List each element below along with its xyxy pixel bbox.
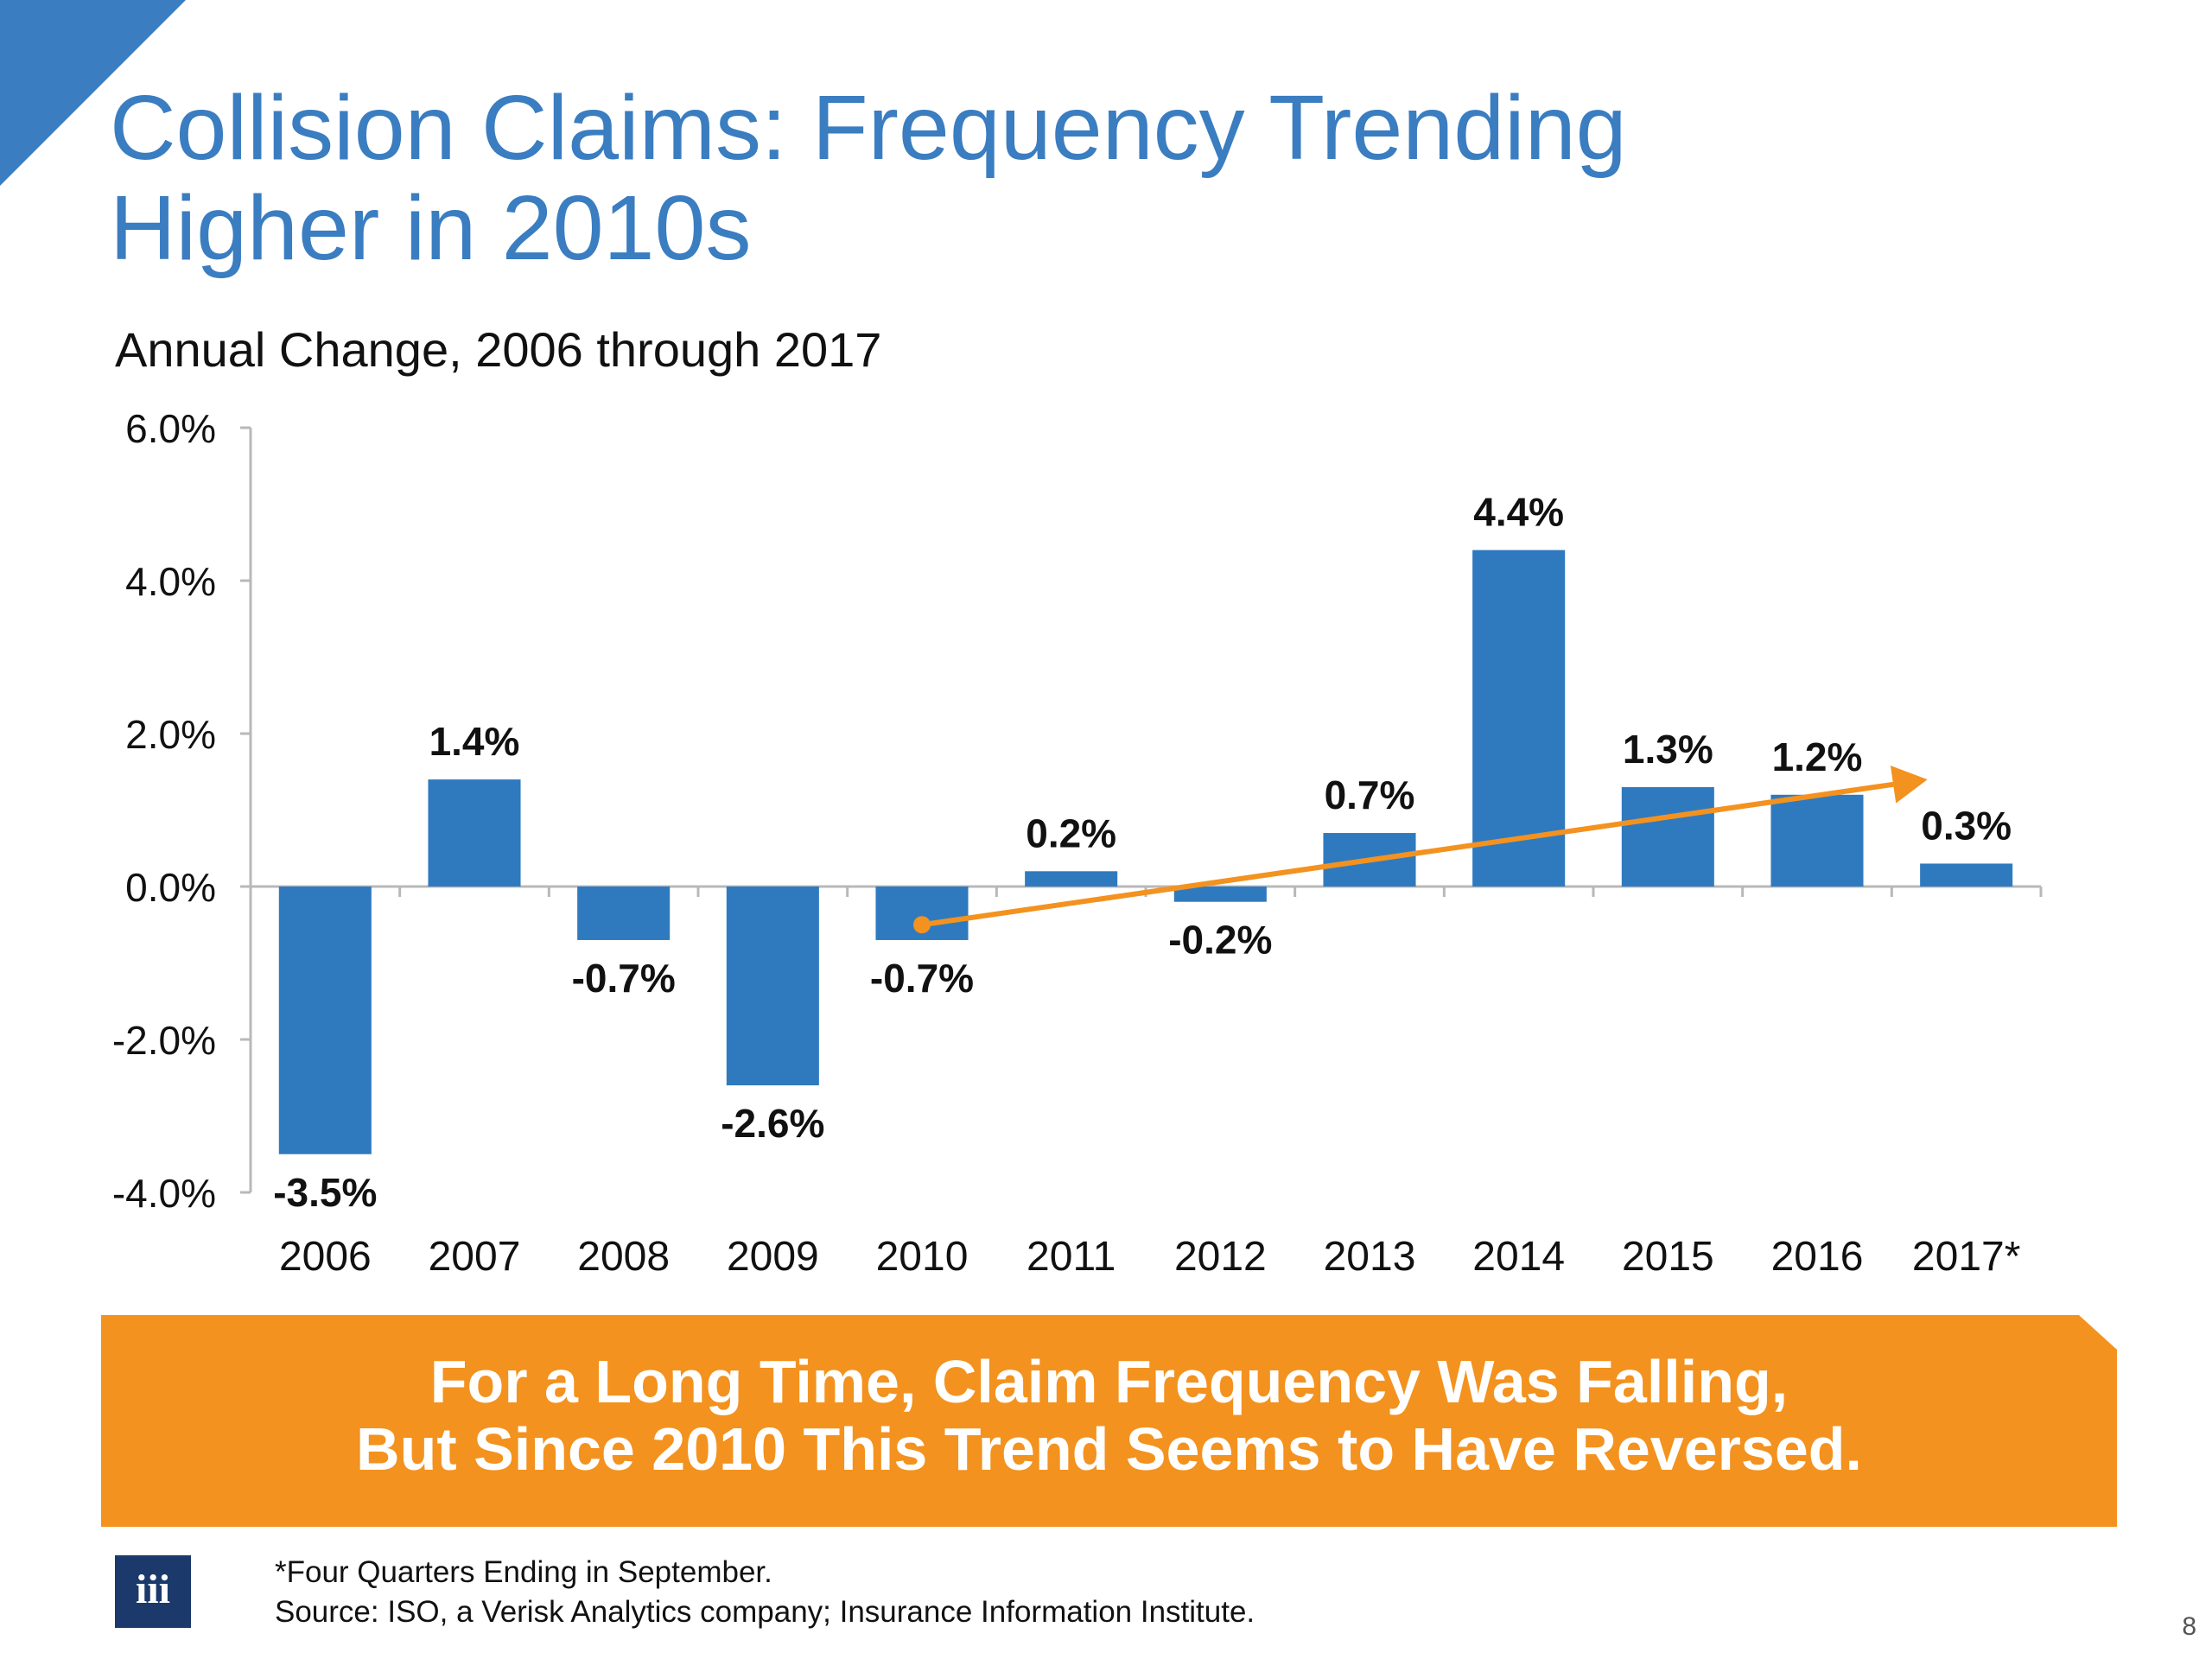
data-label: -0.7% xyxy=(572,956,676,1001)
x-tick-label: 2008 xyxy=(577,1234,670,1280)
chart-title: Annual Change, 2006 through 2017 xyxy=(115,322,882,377)
trend-arrow-line xyxy=(921,781,1894,928)
bar xyxy=(726,887,819,1086)
y-tick-label: 4.0% xyxy=(125,559,216,604)
bar xyxy=(1173,887,1267,902)
iii-logo: iii xyxy=(115,1555,191,1628)
footnote-text: *Four Quarters Ending in September. xyxy=(275,1555,772,1589)
callout-text: For a Long Time, Claim Frequency Was Fal… xyxy=(101,1348,2117,1483)
callout-banner xyxy=(101,1315,2117,1527)
x-tick-label: 2006 xyxy=(279,1234,372,1280)
data-label: 4.4% xyxy=(1473,490,1564,535)
x-tick-label: 2007 xyxy=(429,1234,521,1280)
bar xyxy=(1770,794,1864,887)
slide-title-line-2: Higher in 2010s xyxy=(110,177,752,279)
x-tick-label: 2017* xyxy=(1912,1234,2020,1280)
x-tick-label: 2013 xyxy=(1324,1234,1416,1280)
bar xyxy=(1920,863,2013,887)
logo-text: iii xyxy=(135,1567,170,1612)
data-label: -3.5% xyxy=(273,1170,377,1215)
y-tick-label: -4.0% xyxy=(112,1171,216,1216)
x-tick-label: 2010 xyxy=(876,1234,969,1280)
x-tick-label: 2009 xyxy=(727,1234,819,1280)
data-label: -0.2% xyxy=(1168,918,1272,963)
slide-title: Collision Claims: Frequency Trending Hig… xyxy=(110,78,2011,278)
data-label: 1.2% xyxy=(1772,734,1863,779)
data-label: 0.7% xyxy=(1325,772,1415,817)
source-text: Source: ISO, a Verisk Analytics company;… xyxy=(275,1595,1255,1629)
slide-title-line-1: Collision Claims: Frequency Trending xyxy=(110,77,1627,179)
data-label: -0.7% xyxy=(870,956,974,1001)
trend-arrow-start-dot xyxy=(913,916,931,934)
corner-accent-triangle xyxy=(0,0,186,186)
data-label: 1.3% xyxy=(1623,727,1713,772)
y-tick-label: 2.0% xyxy=(125,712,216,757)
data-label: 0.2% xyxy=(1026,810,1116,855)
page-number: 8 xyxy=(2182,1612,2196,1641)
bar xyxy=(278,887,372,1154)
bar xyxy=(1025,871,1118,887)
y-tick-label: -2.0% xyxy=(112,1018,216,1063)
x-tick-label: 2012 xyxy=(1174,1234,1267,1280)
x-tick-label: 2011 xyxy=(1027,1234,1116,1280)
bar xyxy=(1472,550,1566,887)
x-tick-label: 2015 xyxy=(1622,1234,1714,1280)
y-tick-label: 6.0% xyxy=(125,406,216,451)
trend-arrow-head xyxy=(1890,766,1928,804)
callout-line-2: But Since 2010 This Trend Seems to Have … xyxy=(356,1415,1862,1483)
callout-line-1: For a Long Time, Claim Frequency Was Fal… xyxy=(429,1348,1789,1415)
bar xyxy=(428,779,521,887)
data-label: 0.3% xyxy=(1921,803,2012,848)
data-label: 1.4% xyxy=(429,719,520,764)
footnote-block: *Four Quarters Ending in September. Sour… xyxy=(275,1553,1255,1632)
y-tick-label: 0.0% xyxy=(125,865,216,910)
bar xyxy=(577,887,671,940)
bar xyxy=(1621,786,1714,887)
x-tick-label: 2014 xyxy=(1472,1234,1565,1280)
x-tick-label: 2016 xyxy=(1771,1234,1864,1280)
data-label: -2.6% xyxy=(721,1101,824,1146)
